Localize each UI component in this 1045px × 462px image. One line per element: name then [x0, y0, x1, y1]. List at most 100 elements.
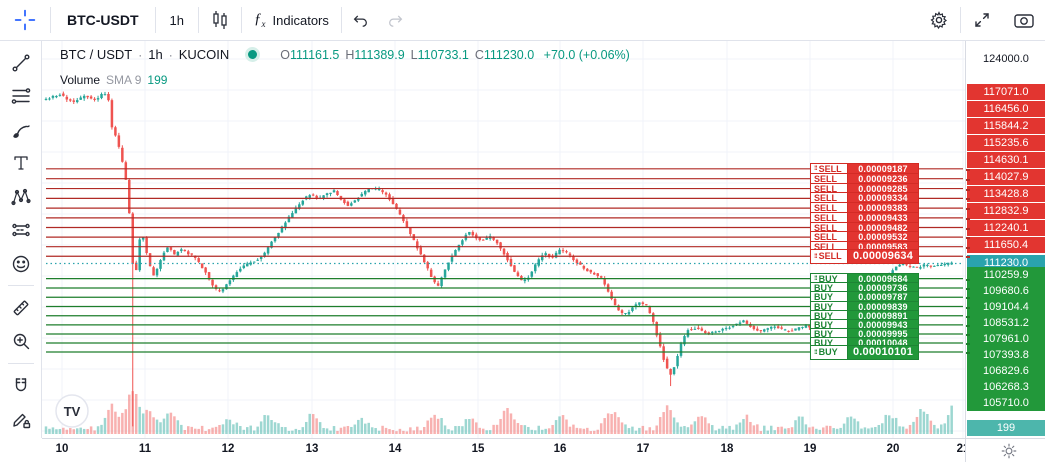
order-qty: 0.00010101	[848, 344, 919, 360]
chart-pane[interactable]: TV	[42, 40, 965, 438]
order-side-label: BUY	[814, 282, 834, 293]
trend-line-tool[interactable]	[4, 48, 38, 77]
price-axis-label: 105710.0	[967, 395, 1045, 411]
lock-drawings-tool[interactable]	[4, 405, 38, 434]
magnet-tool[interactable]	[4, 371, 38, 400]
chart-style-button[interactable]	[199, 0, 241, 40]
redo-button[interactable]	[378, 0, 414, 40]
time-axis[interactable]: 10 11 12 13 14 15 16 17 18 19 20 21	[42, 438, 969, 462]
time-axis-label: 11	[138, 443, 152, 455]
legend-separator: ·	[138, 47, 143, 62]
time-axis-label: 16	[553, 443, 567, 455]
toolbar-divider	[7, 285, 34, 287]
open-value: 111161.5	[290, 47, 340, 62]
order-side-label: SELL	[814, 193, 838, 204]
fullscreen-icon	[975, 13, 989, 27]
projection-tool[interactable]	[4, 215, 38, 244]
buy-order-label[interactable]: ⁞⁞ BUY 0.00010101	[810, 344, 919, 360]
drag-handle-icon[interactable]: ⁞⁞	[814, 274, 818, 282]
price-axis-label: 109680.6	[967, 283, 1045, 299]
low-label: L	[410, 47, 418, 62]
axis-tick	[966, 324, 970, 327]
toolbar-divider	[7, 363, 34, 365]
order-side-label: SELL	[818, 163, 842, 174]
axis-tick	[966, 352, 970, 355]
magnet-icon	[15, 378, 26, 391]
sell-order-label[interactable]: SELL 0.00009532	[810, 231, 919, 244]
order-side-label: BUY	[814, 328, 834, 339]
snapshot-button[interactable]	[1003, 0, 1045, 40]
toolbar-separator	[960, 7, 961, 33]
projection-icon	[11, 223, 30, 237]
open-label: O	[280, 47, 290, 62]
fullscreen-button[interactable]	[961, 0, 1003, 40]
legend-interval[interactable]: 1h	[148, 47, 163, 62]
fx-icon: ƒx	[254, 11, 266, 29]
order-side-label: BUY	[818, 346, 838, 357]
emoji-tool[interactable]	[4, 249, 38, 278]
close-value: 111230.0	[483, 47, 535, 62]
drag-handle-icon[interactable]: ⁞⁞	[814, 164, 818, 172]
sell-order-label[interactable]: SELL 0.00009285	[810, 182, 919, 195]
drag-handle-icon[interactable]: ⁞⁞	[814, 252, 818, 260]
zoom-in-tool[interactable]	[4, 327, 38, 356]
fib-retracement-icon	[11, 88, 30, 105]
measure-tool[interactable]	[4, 293, 38, 322]
svg-text:TV: TV	[64, 404, 81, 419]
price-axis[interactable]: 124000.0 117071.0 116456.0 115844.2 115235.6…	[965, 40, 1045, 438]
volume-label[interactable]: Volume	[60, 73, 101, 87]
sell-order-label[interactable]: SELL 0.00009383	[810, 202, 919, 215]
text-tool[interactable]	[4, 148, 38, 177]
volume-series	[44, 391, 953, 434]
volume-value: 199	[147, 73, 168, 87]
high-label: H	[345, 47, 355, 62]
price-axis-label: 109104.4	[967, 299, 1045, 315]
price-axis-label: 199	[967, 420, 1045, 436]
buy-order-label[interactable]: BUY 0.00009787	[810, 291, 919, 304]
toolbar-separator	[241, 7, 243, 33]
indicators-button[interactable]: ƒx Indicators	[242, 0, 341, 40]
symbol-button[interactable]: BTC-USDT	[51, 0, 155, 40]
legend-exchange[interactable]: KUCOIN	[178, 47, 230, 62]
brush-icon	[12, 125, 30, 138]
buy-order-label[interactable]: BUY 0.00009891	[810, 309, 919, 322]
legend-pair[interactable]: BTC / USDT	[60, 47, 133, 62]
data-source-dot[interactable]	[245, 47, 261, 62]
volume-legend: Volume SMA 9 199	[60, 73, 167, 87]
interval-button[interactable]: 1h	[156, 0, 198, 40]
fib-retracement-tool[interactable]	[4, 81, 38, 110]
tradingview-watermark: TV	[55, 394, 89, 428]
brush-tool[interactable]	[4, 115, 38, 144]
order-side-label: SELL	[814, 241, 838, 252]
pencil-lock-icon	[12, 414, 30, 429]
axis-tick	[966, 297, 970, 300]
price-axis-label: 115235.6	[967, 135, 1045, 151]
order-side-label: BUY	[814, 338, 834, 349]
interval-label: 1h	[169, 12, 185, 28]
theme-sun-icon[interactable]	[1000, 442, 1018, 460]
drag-handle-icon[interactable]: ⁞⁞	[814, 348, 818, 356]
sell-order-label[interactable]: SELL 0.00009334	[810, 192, 919, 205]
crosshair-tool-button[interactable]	[0, 0, 50, 40]
xabcd-pattern-icon	[10, 188, 31, 205]
crosshair-icon	[14, 9, 36, 31]
change-value: +70.0 (+0.06%)	[543, 47, 630, 62]
time-axis-label: 10	[55, 443, 69, 455]
xabcd-pattern-tool[interactable]	[4, 182, 38, 211]
undo-button[interactable]	[342, 0, 378, 40]
price-axis-label: 115844.2	[967, 118, 1045, 134]
order-side-label: SELL	[814, 173, 838, 184]
buy-order-label[interactable]: BUY 0.00009839	[810, 300, 919, 313]
close-label: C	[474, 47, 484, 62]
settings-button[interactable]	[918, 0, 960, 40]
time-axis-label: 13	[305, 443, 319, 455]
camera-icon	[1014, 14, 1034, 28]
buy-order-label[interactable]: ⁞⁞ BUY 0.00009684	[810, 272, 919, 285]
symbol-label: BTC-USDT	[67, 12, 139, 28]
order-side-label: SELL	[814, 203, 838, 214]
sell-order-label[interactable]: SELL 0.00009236	[810, 172, 919, 185]
sell-order-label[interactable]: ⁞⁞ SELL 0.00009634	[810, 248, 919, 264]
sell-order-label[interactable]: SELL 0.00009433	[810, 211, 919, 224]
time-axis-label: 17	[636, 443, 650, 455]
